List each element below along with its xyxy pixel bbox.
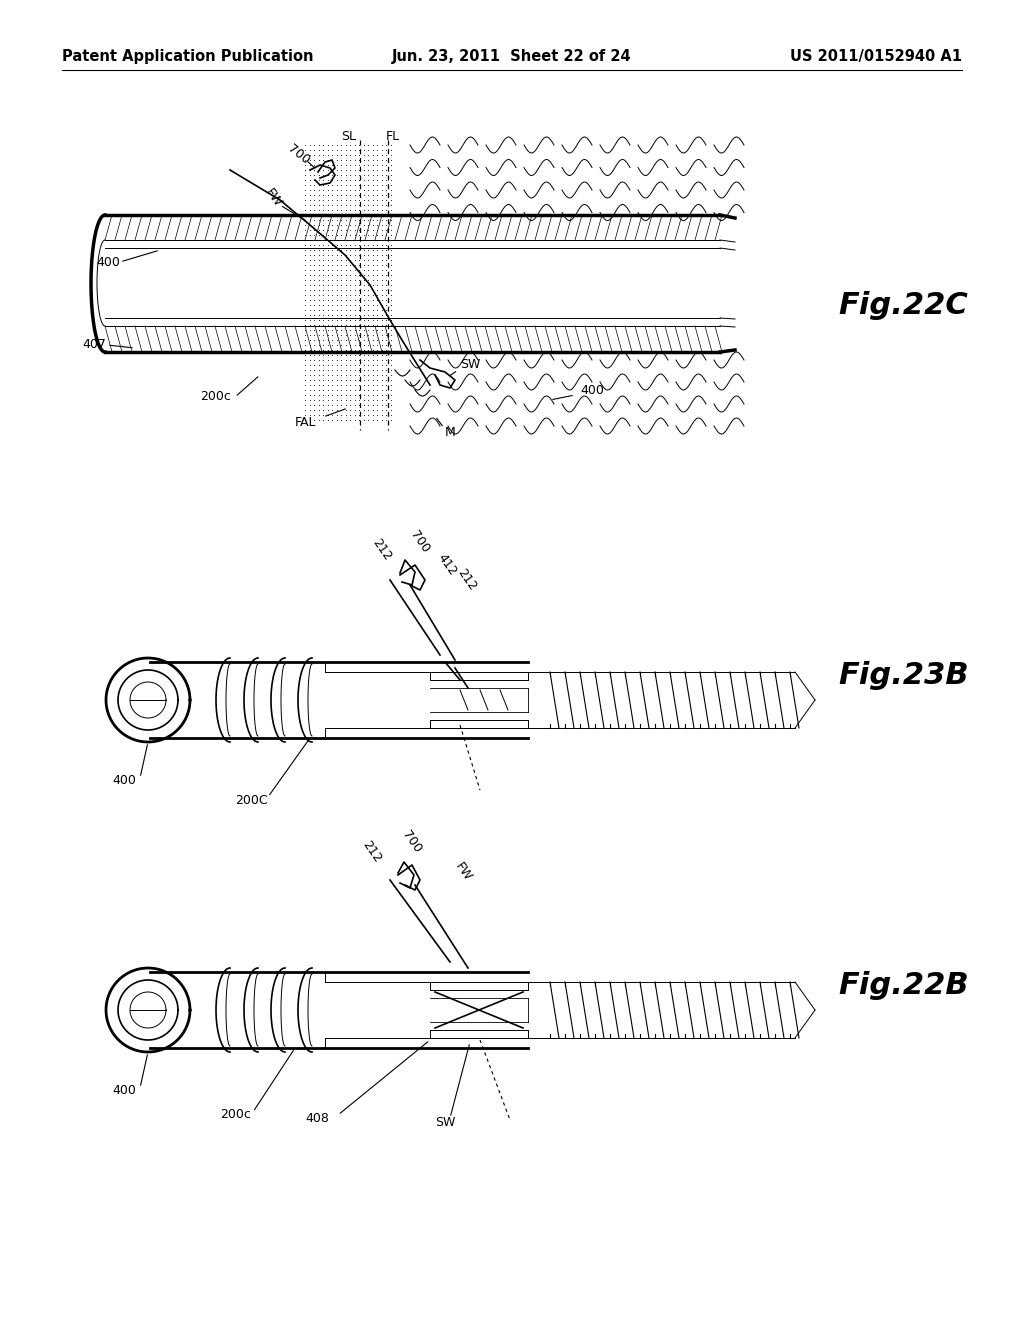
Text: 700: 700 — [285, 143, 312, 168]
Text: SW: SW — [460, 359, 480, 371]
Text: 700: 700 — [400, 829, 424, 855]
Text: 407: 407 — [82, 338, 105, 351]
Text: Patent Application Publication: Patent Application Publication — [62, 49, 313, 65]
Text: FW: FW — [452, 861, 474, 883]
Text: 212: 212 — [455, 566, 479, 594]
Text: 200c: 200c — [220, 1109, 251, 1122]
Text: FAL: FAL — [295, 416, 316, 429]
Text: 412: 412 — [435, 552, 459, 578]
Text: SW: SW — [435, 1115, 456, 1129]
Text: 400: 400 — [112, 774, 136, 787]
Text: Jun. 23, 2011  Sheet 22 of 24: Jun. 23, 2011 Sheet 22 of 24 — [392, 49, 632, 65]
Text: 400: 400 — [96, 256, 120, 268]
Text: 212: 212 — [370, 537, 394, 564]
Text: M: M — [445, 425, 456, 438]
Text: Fig.22C: Fig.22C — [838, 290, 968, 319]
Text: 200C: 200C — [234, 793, 267, 807]
Text: US 2011/0152940 A1: US 2011/0152940 A1 — [790, 49, 962, 65]
Text: 212: 212 — [360, 838, 384, 866]
Text: 400: 400 — [580, 384, 604, 396]
Text: 700: 700 — [408, 528, 432, 556]
Text: FW: FW — [262, 186, 284, 210]
Text: Fig.22B: Fig.22B — [838, 970, 969, 999]
Text: 200c: 200c — [200, 391, 230, 404]
Text: FL: FL — [386, 131, 400, 144]
Text: SL: SL — [341, 131, 356, 144]
Text: Fig.23B: Fig.23B — [838, 660, 969, 689]
Text: 408: 408 — [305, 1111, 329, 1125]
Text: 400: 400 — [112, 1084, 136, 1097]
